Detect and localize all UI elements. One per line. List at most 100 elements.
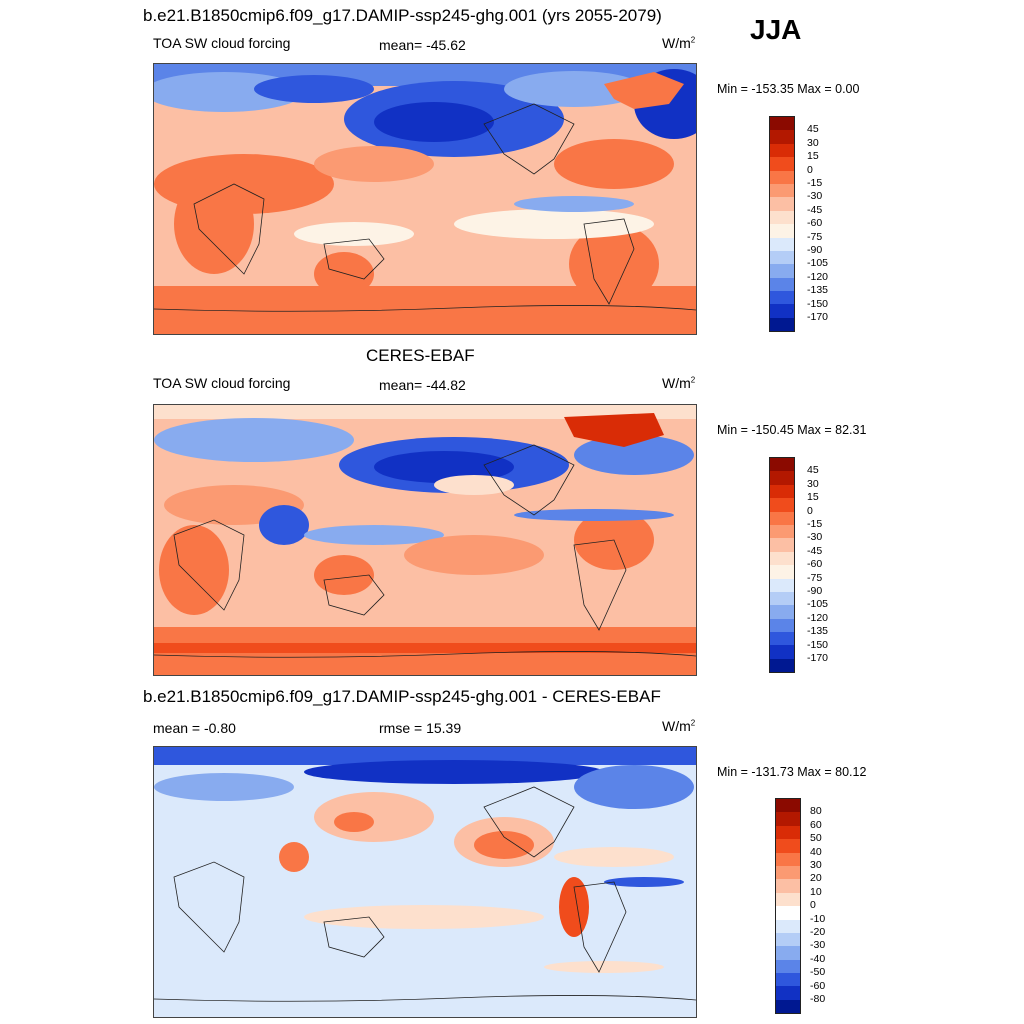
colorbar-tick-label: -90 (807, 244, 823, 256)
colorbar-tick-label: 0 (807, 163, 813, 176)
colorbar-swatch (770, 551, 794, 566)
panel-3-colorbar (775, 798, 801, 1015)
colorbar-swatch (776, 825, 800, 840)
colorbar-tick-label: 0 (810, 899, 816, 912)
colorbar-swatch (776, 892, 800, 907)
colorbar-swatch (770, 317, 794, 332)
colorbar-swatch (770, 264, 794, 278)
colorbar-tick-label: -30 (807, 531, 823, 544)
colorbar-tick-label: -30 (810, 939, 826, 952)
colorbar-swatch (770, 224, 794, 238)
colorbar-tick-label: -150 (807, 297, 829, 310)
colorbar-swatch (770, 618, 794, 633)
colorbar-tick-label: -170 (807, 311, 829, 323)
panel-2-title: CERES-EBAF (366, 346, 475, 365)
colorbar-swatch (770, 170, 794, 184)
colorbar-tick-label: -135 (807, 625, 829, 638)
colorbar-swatch (776, 839, 800, 853)
colorbar-tick-label: -170 (807, 652, 829, 664)
panel-3-mean-label: mean = -0.80 (153, 720, 236, 736)
panel-1-colorbar (769, 116, 795, 333)
colorbar-swatch (770, 632, 794, 646)
colorbar-tick-label: -120 (807, 611, 829, 624)
panel-1-units: W/m2 (662, 35, 696, 51)
colorbar-tick-label: 45 (807, 464, 819, 477)
colorbar-swatch (770, 157, 794, 171)
colorbar-swatch (770, 277, 794, 292)
colorbar-swatch (770, 565, 794, 579)
colorbar-swatch (776, 879, 800, 893)
colorbar-swatch (776, 852, 800, 866)
colorbar-tick-label: -90 (807, 585, 823, 597)
colorbar-swatch (770, 197, 794, 211)
colorbar-swatch (776, 906, 800, 920)
colorbar-swatch (770, 578, 794, 592)
colorbar-tick-label: 15 (807, 150, 819, 163)
colorbar-tick-label: -50 (810, 966, 826, 979)
colorbar-swatch (770, 511, 794, 525)
colorbar-swatch (770, 458, 794, 472)
colorbar-tick-label: -150 (807, 638, 829, 651)
colorbar-swatch (770, 291, 794, 305)
panel-3-rmse-label: rmse = 15.39 (379, 720, 462, 736)
colorbar-swatch (770, 471, 794, 485)
colorbar-tick-label: -60 (810, 979, 826, 992)
panel-3-minmax: Min = -131.73 Max = 80.12 (717, 765, 867, 779)
colorbar-swatch (770, 183, 794, 198)
colorbar-swatch (770, 237, 794, 251)
colorbar-tick-label: 30 (807, 136, 819, 149)
colorbar-swatch (776, 919, 800, 933)
colorbar-swatch (770, 130, 794, 144)
colorbar-tick-label: -45 (807, 544, 823, 557)
colorbar-swatch (776, 959, 800, 974)
colorbar-swatch (770, 143, 794, 158)
colorbar-tick-label: 60 (810, 818, 822, 831)
colorbar-swatch (776, 932, 800, 947)
panel-2-minmax: Min = -150.45 Max = 82.31 (717, 423, 867, 437)
colorbar-swatch (776, 946, 800, 960)
colorbar-swatch (770, 658, 794, 673)
colorbar-swatch (770, 304, 794, 318)
colorbar-tick-label: -105 (807, 257, 829, 270)
colorbar-swatch (770, 538, 794, 552)
colorbar-tick-label: 45 (807, 123, 819, 136)
season-label: JJA (750, 14, 802, 45)
colorbar-swatch (770, 524, 794, 539)
colorbar-tick-label: 30 (807, 477, 819, 490)
colorbar-tick-label: -15 (807, 518, 823, 530)
panel-3-title: b.e21.B1850cmip6.f09_g17.DAMIP-ssp245-gh… (143, 687, 661, 706)
colorbar-tick-label: -75 (807, 571, 823, 584)
colorbar-tick-label: 30 (810, 859, 822, 871)
colorbar-tick-label: -15 (807, 177, 823, 189)
colorbar-swatch (770, 605, 794, 619)
colorbar-tick-label: -60 (807, 217, 823, 230)
colorbar-swatch (776, 973, 800, 987)
panel-3-map (153, 746, 697, 1018)
panel-2-colorbar (769, 457, 795, 674)
colorbar-tick-label: 50 (810, 832, 822, 845)
colorbar-swatch (770, 210, 794, 225)
colorbar-tick-label: -60 (807, 558, 823, 571)
colorbar-swatch (776, 865, 800, 880)
colorbar-swatch (776, 799, 800, 813)
colorbar-tick-label: -20 (810, 926, 826, 938)
colorbar-tick-label: 80 (810, 805, 822, 818)
colorbar-tick-label: 10 (810, 885, 822, 898)
colorbar-swatch (770, 250, 794, 265)
colorbar-tick-label: 0 (807, 504, 813, 517)
panel-2-units: W/m2 (662, 375, 696, 391)
colorbar-tick-label: -105 (807, 598, 829, 611)
colorbar-tick-label: -40 (810, 952, 826, 965)
colorbar-swatch (770, 498, 794, 512)
colorbar-swatch (770, 484, 794, 499)
colorbar-swatch (770, 645, 794, 659)
colorbar-swatch (776, 999, 800, 1014)
panel-2-map (153, 404, 697, 676)
model-title: b.e21.B1850cmip6.f09_g17.DAMIP-ssp245-gh… (143, 6, 662, 25)
colorbar-tick-label: -80 (810, 993, 826, 1005)
colorbar-tick-label: -45 (807, 203, 823, 216)
panel-2-mean-label: mean= -44.82 (379, 377, 466, 393)
colorbar-swatch (770, 591, 794, 606)
panel-2-left-label: TOA SW cloud forcing (153, 375, 291, 391)
colorbar-tick-label: -75 (807, 230, 823, 243)
